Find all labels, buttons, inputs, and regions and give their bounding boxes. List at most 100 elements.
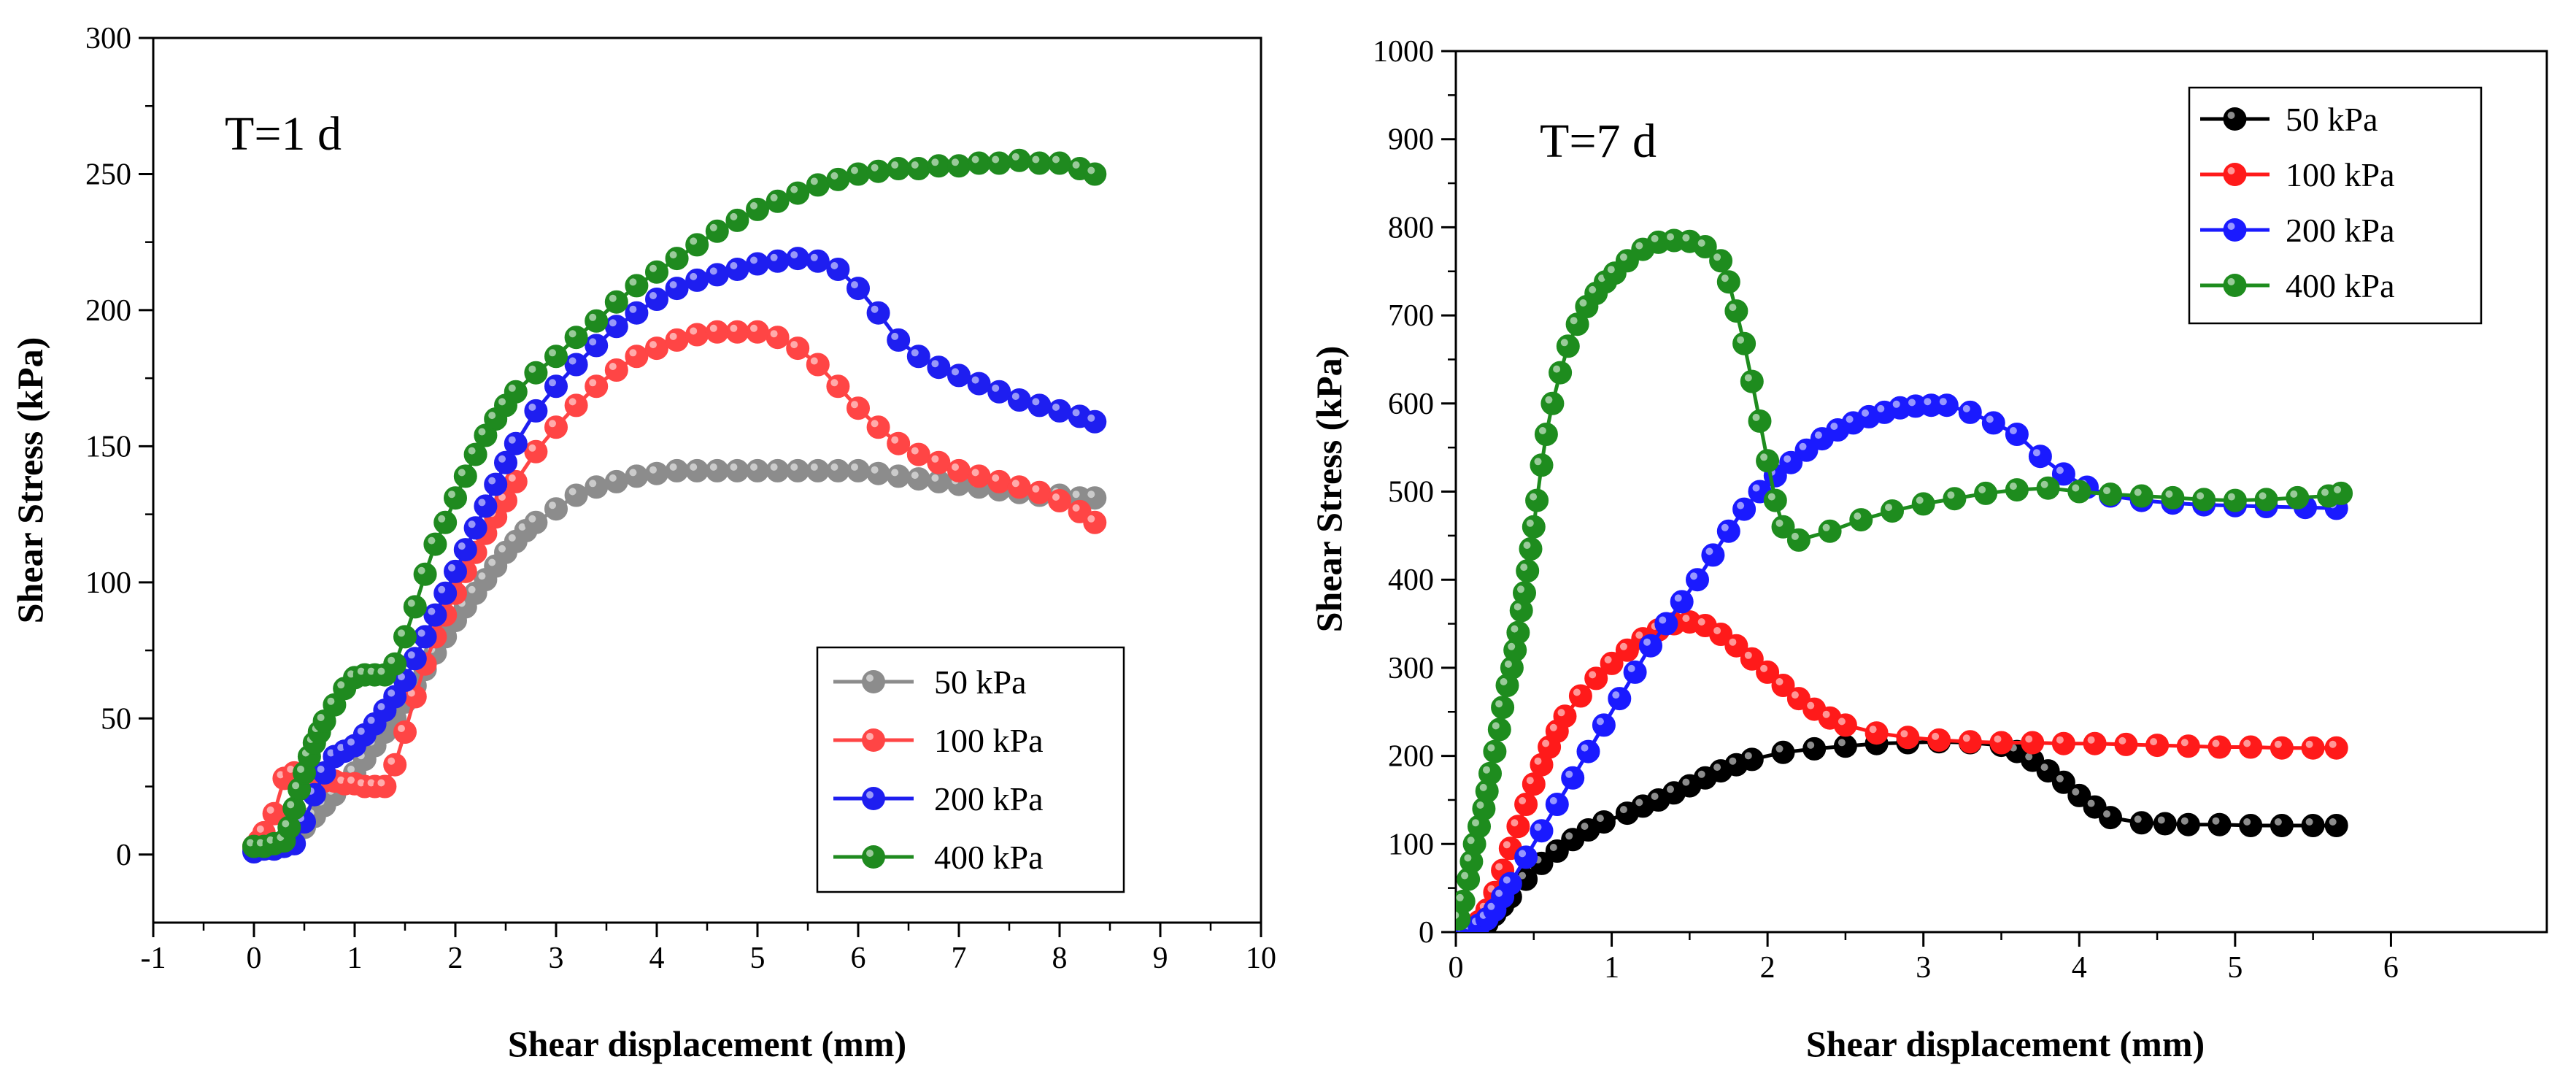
data-point-highlight	[337, 744, 345, 752]
data-point-highlight	[428, 607, 436, 615]
data-point-highlight	[1495, 889, 1503, 897]
data-point-highlight	[1783, 455, 1792, 463]
data-point	[1506, 620, 1530, 645]
data-point-highlight	[1619, 806, 1627, 814]
data-point	[1756, 449, 1780, 473]
data-point	[1027, 480, 1052, 504]
data-point	[1935, 393, 1959, 418]
data-point-highlight	[1830, 423, 1838, 430]
legend-label: 400 kPa	[934, 839, 1044, 876]
data-point-highlight	[1627, 664, 1635, 672]
data-point	[866, 461, 890, 485]
data-point-highlight	[2032, 449, 2040, 457]
data-point-highlight	[1667, 785, 1674, 793]
data-point-highlight	[468, 447, 476, 455]
data-point	[1491, 696, 1515, 720]
data-point	[2324, 814, 2348, 837]
data-point-highlight	[1087, 414, 1095, 422]
x-tick-label: 0	[1449, 951, 1464, 985]
data-point	[2114, 732, 2138, 756]
data-point-highlight	[1495, 700, 1503, 708]
data-point-highlight	[1072, 491, 1080, 499]
data-point-highlight	[851, 166, 858, 174]
data-point-highlight	[1713, 763, 1721, 772]
x-tick-label: 2	[1760, 951, 1775, 985]
data-point-highlight	[1737, 501, 1745, 509]
data-point-highlight	[498, 493, 506, 501]
data-point-highlight	[568, 357, 576, 365]
data-point-highlight	[2056, 736, 2064, 744]
data-point-highlight	[2180, 739, 2189, 747]
data-point	[453, 538, 477, 562]
data-point	[1549, 361, 1573, 385]
data-point-highlight	[568, 488, 576, 496]
data-point	[373, 774, 397, 799]
data-point-highlight	[1799, 442, 1807, 450]
data-point-highlight	[589, 379, 597, 387]
data-point	[277, 815, 301, 839]
data-point	[2223, 488, 2247, 512]
data-point-highlight	[1545, 396, 1553, 404]
data-point	[444, 486, 467, 510]
left-chart-title: T=1 d	[225, 107, 342, 161]
data-point	[1833, 734, 1857, 758]
legend-label: 100 kPa	[934, 722, 1044, 759]
data-point-highlight	[830, 262, 838, 269]
data-point-highlight	[2197, 492, 2205, 500]
data-point-highlight	[992, 384, 1000, 392]
data-point	[393, 625, 417, 649]
data-point-highlight	[347, 776, 355, 784]
data-point-highlight	[589, 480, 597, 488]
data-point-highlight	[1713, 627, 1721, 634]
data-point-highlight	[1456, 893, 1464, 901]
data-point-highlight	[528, 365, 536, 373]
data-point	[665, 328, 689, 352]
data-point	[1771, 740, 1795, 764]
data-point	[2099, 482, 2122, 507]
data-point-highlight	[1729, 638, 1737, 646]
data-point	[866, 415, 890, 439]
data-point-highlight	[891, 332, 899, 340]
data-point	[906, 345, 930, 369]
data-point-highlight	[1767, 493, 1775, 501]
data-point-highlight	[1962, 404, 1970, 412]
data-point-highlight	[1846, 415, 1854, 423]
data-point-highlight	[377, 667, 385, 675]
legend-marker-highlight	[2227, 278, 2235, 285]
data-point-highlight	[730, 324, 738, 332]
data-point-highlight	[438, 585, 446, 593]
data-point-highlight	[438, 515, 446, 523]
data-point-highlight	[2305, 740, 2313, 748]
data-point	[585, 309, 609, 333]
data-point-highlight	[1807, 701, 1815, 709]
data-point	[1456, 889, 1476, 913]
data-point-highlight	[1643, 638, 1651, 646]
y-tick-label: 800	[1388, 211, 1434, 245]
data-point-highlight	[518, 523, 526, 531]
data-point-highlight	[1962, 734, 1970, 742]
x-tick-label: 7	[952, 942, 967, 975]
legend-marker-highlight	[866, 674, 874, 682]
left-legend: 50 kPa 100 kPa 200 kPa 400 kPa	[816, 646, 1125, 893]
data-point	[484, 472, 508, 496]
data-point-highlight	[407, 599, 415, 607]
data-point-highlight	[1534, 823, 1542, 831]
data-point	[1716, 519, 1740, 543]
data-point-highlight	[690, 237, 698, 245]
x-tick-label: 4	[649, 942, 665, 975]
data-point-highlight	[790, 185, 798, 193]
data-point-highlight	[1596, 718, 1604, 726]
data-point-highlight	[2243, 739, 2251, 747]
data-point-highlight	[1534, 757, 1542, 765]
data-point-highlight	[2212, 739, 2220, 747]
data-point	[444, 559, 467, 583]
data-point-highlight	[1519, 850, 1527, 858]
data-point	[2153, 812, 2177, 836]
legend-label: 100 kPa	[2286, 156, 2395, 193]
data-point	[927, 450, 951, 474]
data-point-highlight	[1476, 801, 1484, 809]
data-point-highlight	[1520, 563, 1528, 572]
legend-label: 200 kPa	[2286, 212, 2395, 249]
data-point-highlight	[1775, 745, 1783, 753]
